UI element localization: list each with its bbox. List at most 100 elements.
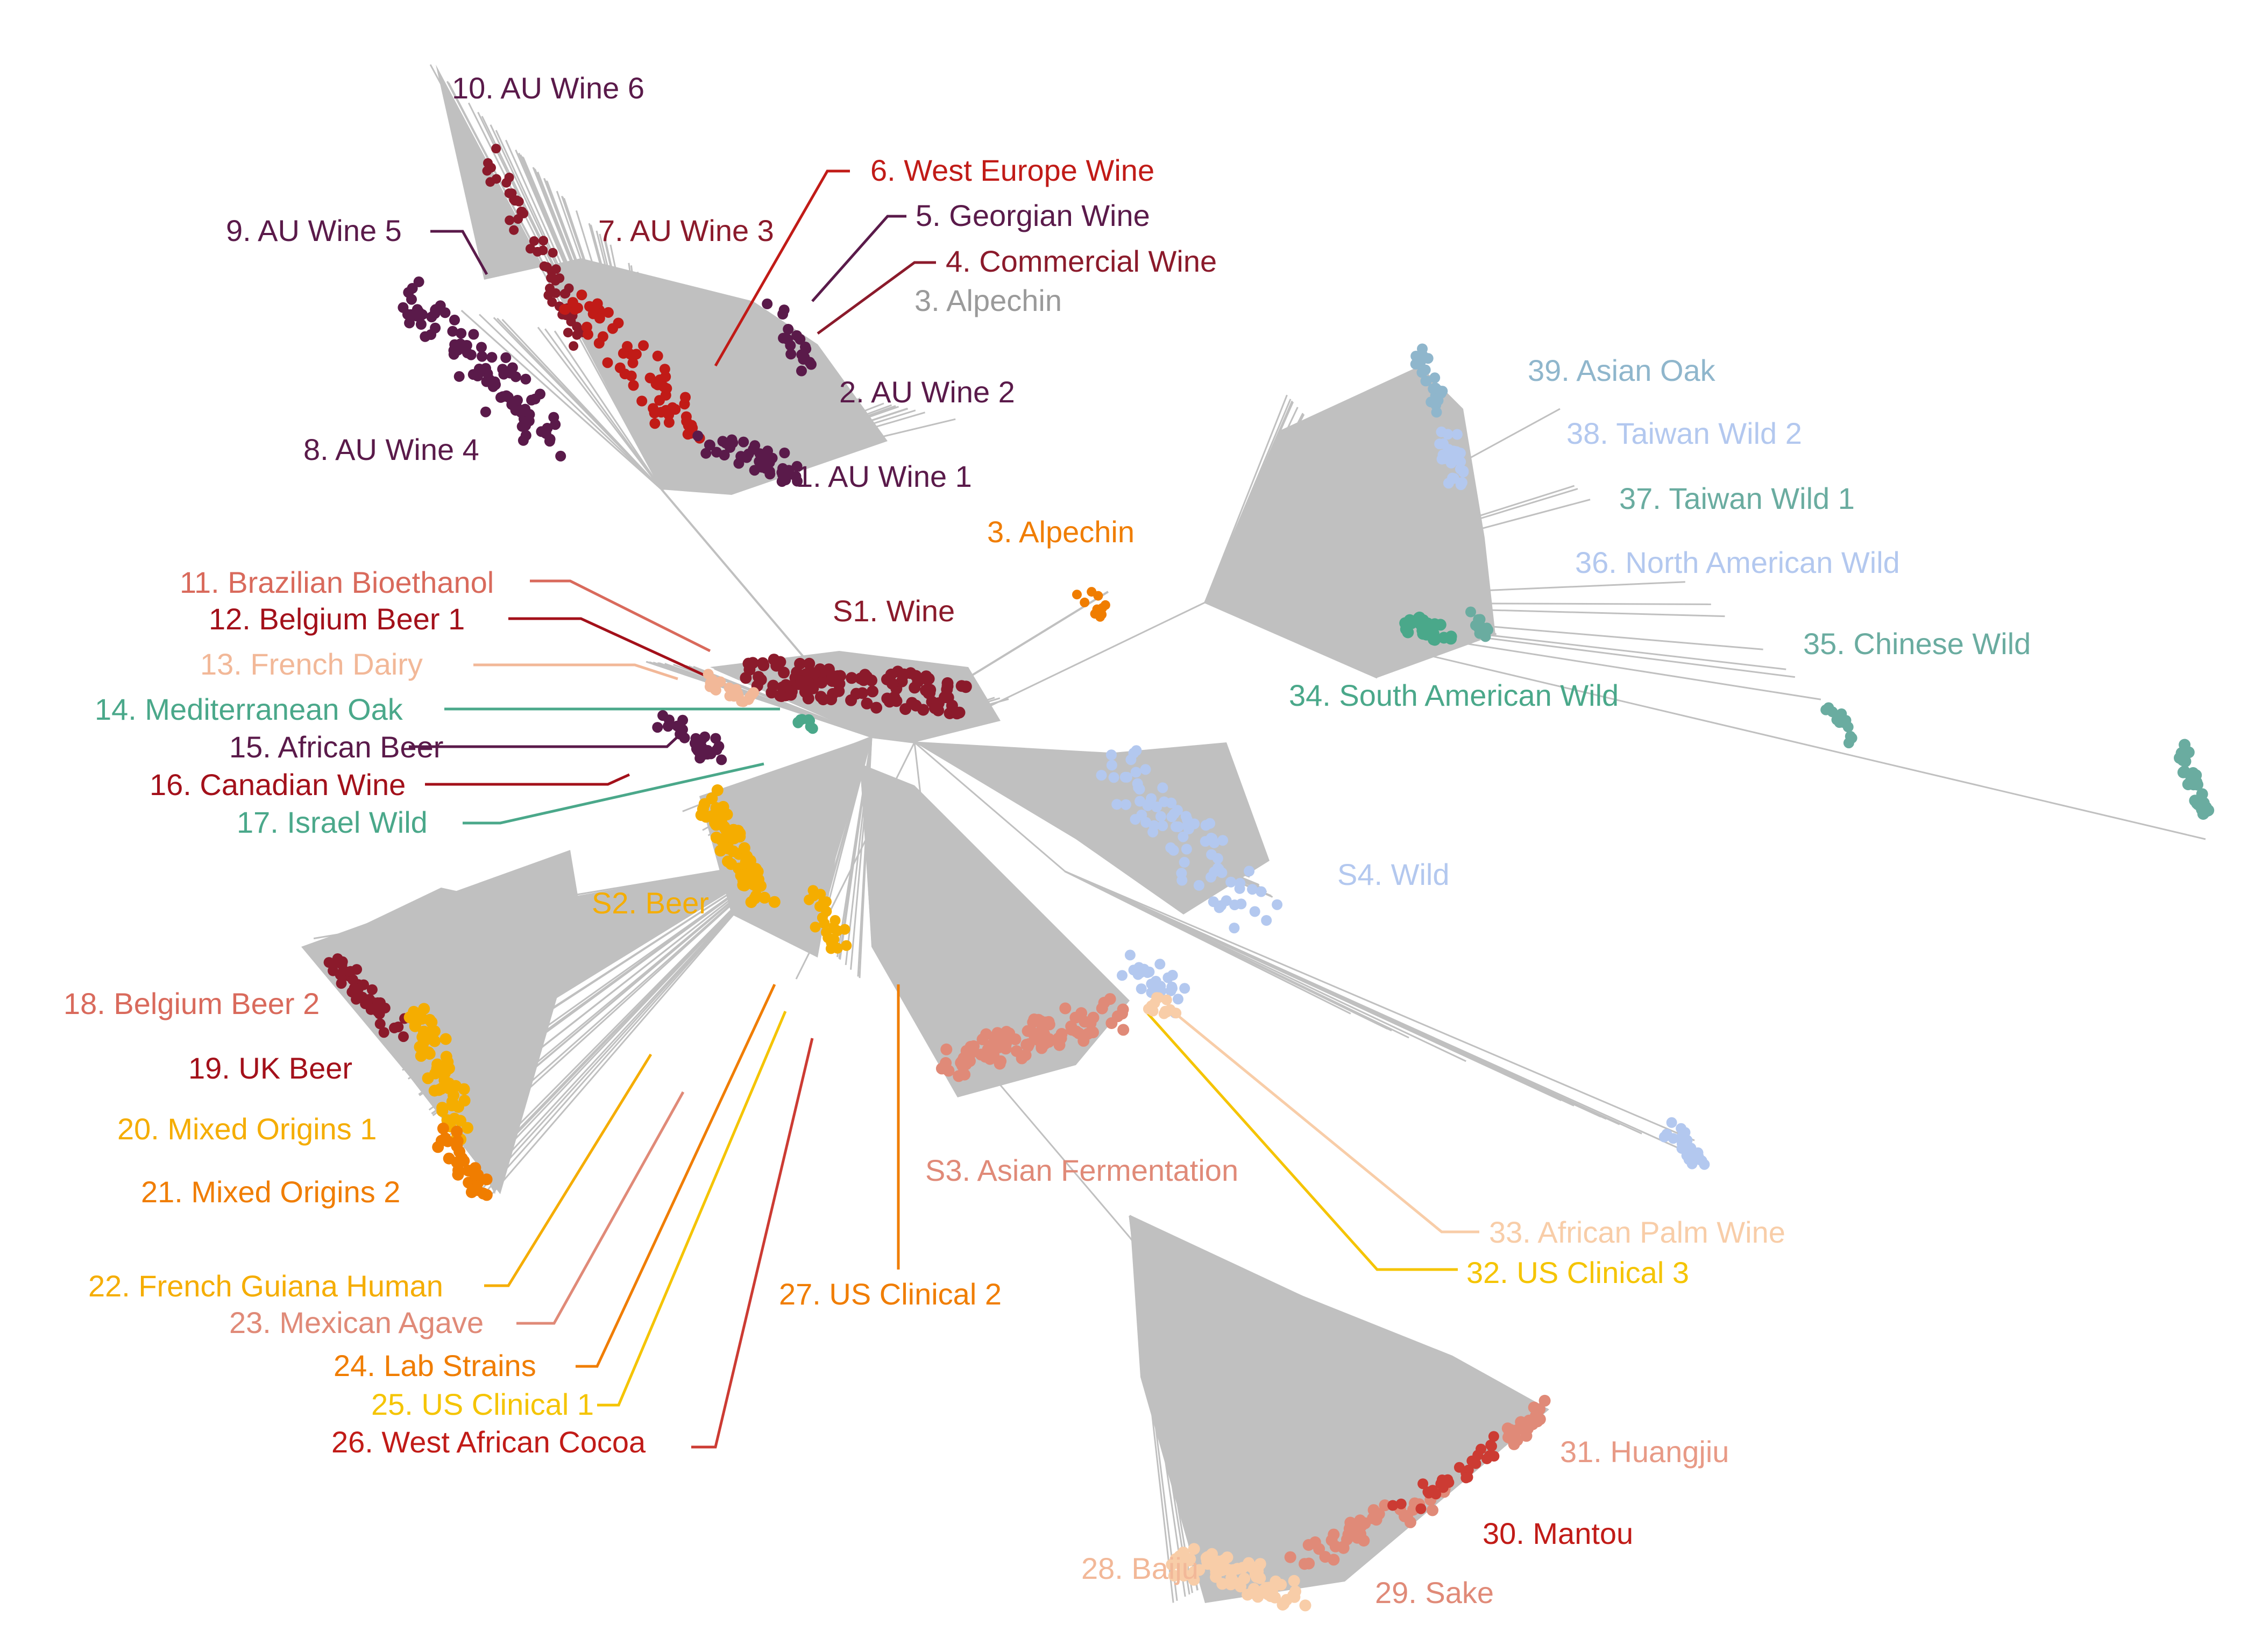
strain-dot (1439, 453, 1450, 464)
strain-dot (1155, 811, 1166, 822)
strain-dot (809, 667, 821, 679)
strain-dot (710, 733, 721, 744)
strain-dot (1367, 1504, 1380, 1516)
strain-dot (442, 1063, 455, 1075)
strain-dot (857, 674, 870, 686)
strain-dot (750, 890, 762, 902)
strain-dot (622, 341, 633, 352)
strain-dot (1133, 782, 1144, 793)
leader-line (691, 1038, 814, 1449)
strain-dot (680, 411, 692, 422)
strain-dot (510, 371, 521, 382)
strain-dot (1395, 1498, 1407, 1509)
strain-dot (548, 412, 559, 423)
strain-dot (1179, 983, 1190, 994)
strain-dot (767, 679, 779, 692)
strain-dot (451, 1135, 464, 1147)
strain-dot (480, 406, 491, 417)
strain-dot (1288, 1575, 1300, 1587)
strain-dot (347, 974, 358, 985)
strain-dot (468, 329, 479, 340)
label-s2-beer: S2. Beer (592, 886, 709, 920)
strain-dot (486, 352, 498, 363)
strain-dot (1455, 456, 1466, 467)
strain-dot (614, 362, 626, 373)
label-canadian-wine: 16. Canadian Wine (150, 768, 406, 802)
strain-dot (525, 244, 535, 254)
strain-dot (491, 174, 501, 184)
strain-dot (1284, 1551, 1296, 1563)
strain-dot (1106, 749, 1117, 761)
strain-dot (2196, 788, 2208, 800)
strain-dot (1070, 1025, 1082, 1038)
strain-dot (1146, 979, 1157, 990)
strain-dot (782, 334, 793, 345)
label-huangjiu: 31. Huangjiu (1560, 1435, 1729, 1469)
leader-line (508, 617, 711, 679)
strain-dot (1436, 426, 1447, 437)
strain-dot (482, 166, 492, 176)
strain-dot (1036, 1042, 1048, 1054)
strain-dot (1173, 821, 1184, 832)
strain-dot (426, 329, 437, 340)
strain-dot (1466, 1455, 1478, 1466)
strain-dot (1128, 748, 1139, 758)
strain-dot (1121, 771, 1132, 783)
strain-dot (1161, 994, 1172, 1005)
strain-dot (738, 696, 749, 707)
strain-dot (870, 701, 883, 714)
strain-dot (841, 940, 852, 951)
strain-dot (861, 697, 873, 710)
label-au-wine-6: 10. AU Wine 6 (452, 71, 644, 105)
strain-dot (627, 357, 639, 368)
strain-dot (850, 687, 862, 700)
strain-dot (1421, 375, 1432, 386)
strain-dot (413, 276, 424, 287)
strain-dot (724, 682, 735, 693)
clade-fan (1130, 1216, 1549, 1603)
strain-dot (1157, 782, 1168, 793)
strain-dot (1249, 906, 1260, 917)
strain-dot (711, 784, 724, 796)
strain-dot (867, 685, 878, 698)
strain-dot (829, 915, 841, 926)
strain-dot (1182, 814, 1193, 825)
strain-dot (747, 657, 759, 669)
strain-dot (1416, 367, 1428, 378)
leader-line (409, 731, 684, 748)
strain-dot (1328, 1554, 1340, 1566)
strain-dot (483, 158, 493, 168)
strain-dot (817, 912, 828, 923)
strain-dot (1261, 915, 1272, 926)
label-african-palm-wine: 33. African Palm Wine (1489, 1215, 1785, 1249)
strain-dot (323, 957, 335, 968)
strain-dot (778, 304, 790, 316)
strain-dot (426, 1016, 438, 1029)
strain-dot (547, 297, 557, 307)
strain-dot (747, 689, 757, 700)
label-uk-beer: 19. UK Beer (188, 1051, 352, 1085)
strain-dot (403, 287, 414, 298)
strain-dot (1448, 445, 1459, 457)
strain-dot (1387, 1500, 1399, 1511)
strain-dot (336, 978, 347, 989)
strain-dot (1117, 1024, 1130, 1036)
strain-dot (569, 341, 579, 351)
clade-fan (436, 65, 888, 495)
strain-dot (1225, 876, 1237, 888)
strain-dot (1140, 764, 1151, 775)
strain-dot (510, 405, 521, 416)
strain-dot (794, 657, 806, 670)
strain-dot (1214, 902, 1225, 913)
strain-dot (491, 144, 501, 154)
strain-dot (833, 685, 845, 697)
strain-dot (719, 450, 730, 460)
strain-dot (717, 800, 729, 813)
strain-dot (710, 831, 722, 843)
strain-dot (1447, 472, 1458, 484)
leader-line (811, 215, 906, 302)
strain-dot (1400, 1509, 1413, 1522)
strain-dot (764, 469, 776, 480)
strain-dot (1121, 799, 1131, 810)
strain-dot (1289, 1585, 1301, 1598)
